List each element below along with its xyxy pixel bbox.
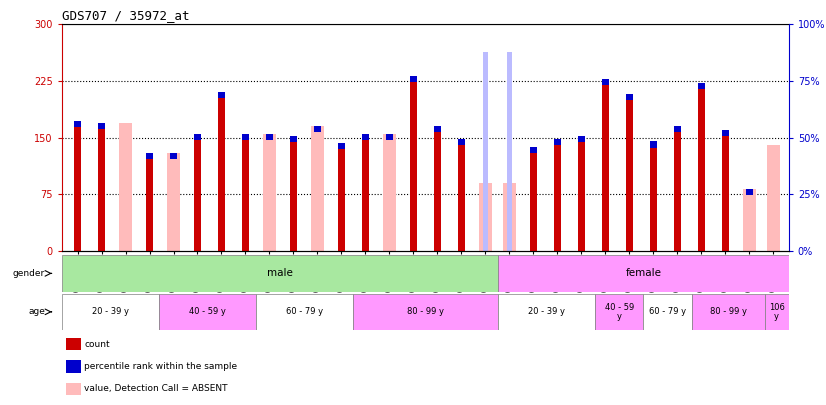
Bar [170,153,177,159]
Bar [146,153,153,159]
Text: 40 - 59
y: 40 - 59 y [605,303,634,321]
Bar [601,79,609,85]
Bar [98,123,105,251]
Text: 60 - 79 y: 60 - 79 y [286,307,323,316]
Bar [577,136,585,142]
Bar [765,294,789,330]
Bar [698,83,705,251]
Text: 40 - 59 y: 40 - 59 y [189,307,225,316]
Bar [458,139,465,145]
Bar [290,136,297,251]
Bar [410,76,417,82]
Bar [722,130,729,251]
Text: count: count [84,340,110,349]
Bar [722,130,729,136]
Bar [507,51,511,251]
Bar [159,294,256,330]
Bar [743,189,756,251]
Bar [218,92,225,98]
Bar [338,143,345,149]
Bar [498,255,789,292]
Bar [266,134,273,140]
Text: 20 - 39 y: 20 - 39 y [528,307,565,316]
Bar [650,141,657,251]
Bar [353,294,498,330]
Text: 80 - 99 y: 80 - 99 y [710,307,747,316]
Bar [194,134,201,140]
Bar [577,136,585,251]
Bar [674,126,681,251]
Bar [362,134,369,140]
Bar [674,126,681,132]
Bar [242,134,249,140]
Bar [626,94,633,100]
Bar [263,134,276,251]
Text: gender: gender [12,269,45,278]
Bar [194,134,201,251]
Text: percentile rank within the sample: percentile rank within the sample [84,362,237,371]
Bar [503,183,516,251]
Bar [62,294,159,330]
Bar [146,153,153,251]
Bar [483,51,487,251]
Bar [218,92,225,251]
Text: GDS707 / 35972_at: GDS707 / 35972_at [62,9,189,22]
Bar [479,183,492,251]
Text: value, Detection Call = ABSENT: value, Detection Call = ABSENT [84,384,228,393]
Bar [290,136,297,142]
Bar [458,139,465,251]
Bar [595,294,643,330]
Bar [74,121,81,251]
Bar [382,134,396,251]
Bar [529,147,537,153]
Bar [553,139,561,145]
Bar [362,134,369,251]
Bar [338,143,345,251]
Bar [746,189,752,195]
Bar [692,294,765,330]
Bar [553,139,561,251]
Bar [311,126,324,251]
Text: 106
y: 106 y [769,303,785,321]
Bar [242,134,249,251]
Bar [626,94,633,251]
Text: 20 - 39 y: 20 - 39 y [92,307,129,316]
Bar [410,76,417,251]
Bar [386,134,393,140]
Bar [119,123,132,251]
Bar [601,79,609,251]
Bar [498,294,595,330]
Text: female: female [625,269,662,278]
Bar [256,294,353,330]
Text: 60 - 79 y: 60 - 79 y [649,307,686,316]
Bar [434,126,441,132]
Bar [74,121,81,127]
Text: 80 - 99 y: 80 - 99 y [407,307,444,316]
Bar [650,141,657,147]
Bar [98,123,105,129]
Bar [767,145,780,251]
Bar [434,126,441,251]
Bar [698,83,705,90]
Bar [529,147,537,251]
Bar [314,126,321,132]
Text: age: age [28,307,45,316]
Bar [643,294,692,330]
Bar [62,255,498,292]
Bar [167,153,180,251]
Text: male: male [267,269,293,278]
